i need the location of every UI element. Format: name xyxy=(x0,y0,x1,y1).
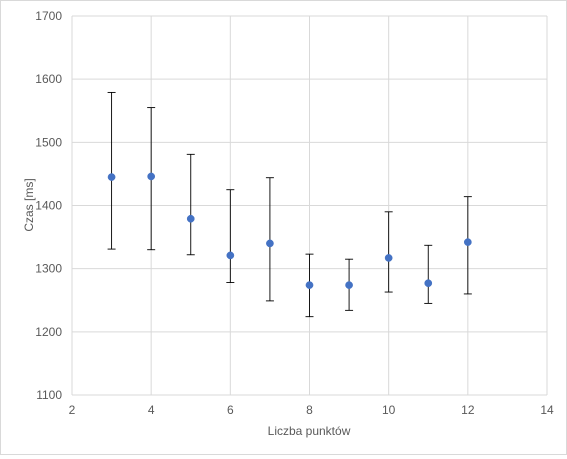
data-point xyxy=(186,214,195,223)
data-point xyxy=(463,238,472,246)
x-tick-label: 8 xyxy=(306,403,313,417)
x-tick-label: 10 xyxy=(382,403,396,417)
y-tick-label: 1100 xyxy=(36,388,62,402)
data-point xyxy=(107,173,116,181)
y-tick-label: 1400 xyxy=(35,199,62,213)
y-tick-label: 1200 xyxy=(35,325,62,339)
error-bars xyxy=(107,91,472,318)
data-point xyxy=(147,172,156,181)
x-tick-label: 4 xyxy=(148,403,155,417)
x-tick-label: 6 xyxy=(227,403,234,417)
data-point xyxy=(266,239,274,248)
data-point xyxy=(424,279,433,288)
data-point xyxy=(226,251,235,260)
y-tick-label: 1500 xyxy=(35,135,62,149)
y-axis-title: Czas [ms] xyxy=(22,178,36,231)
data-point xyxy=(305,281,314,289)
x-tick-label: 12 xyxy=(461,403,475,417)
x-axis-title: Liczba punktów xyxy=(268,424,351,438)
y-tick-label: 1700 xyxy=(35,9,62,23)
gridlines xyxy=(71,15,548,396)
x-tick-label: 14 xyxy=(540,403,554,417)
y-tick-label: 1300 xyxy=(35,262,62,276)
y-tick-label: 1600 xyxy=(35,72,62,86)
x-tick-labels: 2 4 6 8 10 12 14 xyxy=(69,403,554,417)
data-points xyxy=(107,172,472,289)
data-point xyxy=(345,281,353,289)
x-tick-label: 2 xyxy=(69,403,76,417)
data-point xyxy=(384,254,393,262)
y-tick-labels: 1100 1200 1300 1400 1500 1600 1700 xyxy=(35,9,62,402)
